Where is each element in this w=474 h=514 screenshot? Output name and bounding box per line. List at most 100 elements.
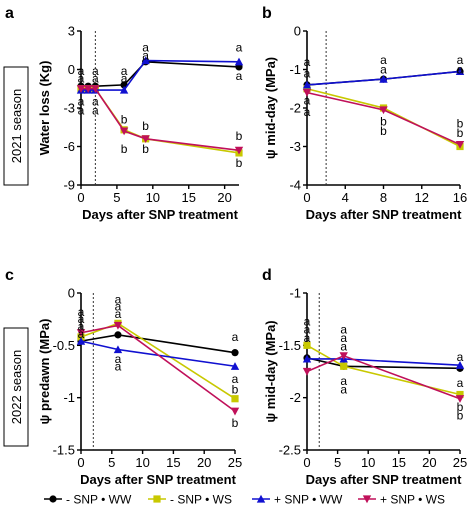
y-tick-label: -4 xyxy=(289,178,301,193)
legend-item: + SNP • WS xyxy=(358,493,445,507)
data-point xyxy=(76,329,86,337)
panel-letter-d: d xyxy=(262,267,272,284)
legend-item: - SNP • WS xyxy=(148,493,232,507)
data-point xyxy=(119,127,129,136)
significance-letter: a xyxy=(380,63,387,77)
significance-letter: a xyxy=(115,300,122,314)
x-tick-label: 20 xyxy=(422,455,436,470)
significance-letter: a xyxy=(92,64,99,78)
significance-letter: a xyxy=(115,359,122,373)
significance-letter: b xyxy=(236,156,243,170)
x-tick-label: 25 xyxy=(228,455,242,470)
y-tick-label: -2.5 xyxy=(279,443,301,458)
y-tick-label: 0 xyxy=(68,62,75,77)
x-axis-label: Days after SNP treatment xyxy=(306,207,462,222)
data-point xyxy=(303,341,311,349)
y-tick-label: 0 xyxy=(68,286,75,301)
y-axis-label: ψ mid-day (MPa) xyxy=(263,320,278,422)
season-label-2022: 2022 season xyxy=(3,327,29,447)
legend-item: + SNP • WW xyxy=(252,493,343,507)
data-point xyxy=(234,57,244,66)
y-tick-label: -1.5 xyxy=(279,338,301,353)
significance-letter: a xyxy=(340,331,347,345)
x-tick-label: 25 xyxy=(453,455,467,470)
data-point xyxy=(234,146,244,155)
data-point xyxy=(230,407,240,416)
significance-letter: a xyxy=(78,104,85,118)
data-point xyxy=(230,362,240,370)
significance-letter: a xyxy=(78,319,85,333)
panel-b: b -4 -3 -2 -1 0 0 4 8 12 16 Days after SNP treatmen… xyxy=(262,5,467,222)
x-tick-label: 16 xyxy=(453,190,467,205)
panel-letter-c: c xyxy=(5,267,14,284)
data-point xyxy=(113,345,123,354)
significance-letter: a xyxy=(78,64,85,78)
significance-letter: a xyxy=(457,376,464,390)
significance-letter: a xyxy=(92,95,99,109)
data-point xyxy=(455,140,465,149)
data-point xyxy=(231,349,239,357)
significance-letter: a xyxy=(457,63,464,77)
data-point xyxy=(302,80,312,89)
significance-letter: a xyxy=(304,331,311,345)
y-tick-label: -3 xyxy=(63,101,75,116)
data-point xyxy=(379,74,388,83)
y-tick-label: -0.5 xyxy=(53,338,75,353)
significance-letter: a xyxy=(304,55,311,69)
series xyxy=(76,321,240,416)
legend-label: - SNP • WW xyxy=(66,493,132,507)
significance-letter: b xyxy=(457,400,464,414)
significance-letter: b xyxy=(236,129,243,143)
x-tick-label: 10 xyxy=(361,455,375,470)
x-axis-label: Days after SNP treatment xyxy=(306,472,462,487)
data-point xyxy=(302,89,312,97)
x-axis-label: Days after SNP treatment xyxy=(82,207,238,222)
significance-letter: a xyxy=(340,374,347,388)
x-tick-label: 15 xyxy=(181,190,195,205)
season-label-2021-text: 2021 season xyxy=(9,89,24,163)
x-tick-label: 0 xyxy=(77,190,84,205)
significance-letter: a xyxy=(340,339,347,353)
significance-letter: a xyxy=(340,323,347,337)
y-tick-label: -3 xyxy=(289,139,301,154)
data-point xyxy=(231,395,239,403)
legend-marker xyxy=(49,495,57,503)
significance-letter: a xyxy=(232,330,239,344)
series xyxy=(302,89,465,149)
significance-letter: a xyxy=(92,104,99,118)
significance-letter: b xyxy=(121,142,128,156)
season-label-2021: 2021 season xyxy=(3,66,29,186)
significance-letter: a xyxy=(121,64,128,78)
data-point xyxy=(113,321,123,330)
data-point xyxy=(119,85,129,94)
y-tick-label: -1 xyxy=(63,390,75,405)
series xyxy=(302,67,465,89)
significance-letter: a xyxy=(115,292,122,306)
significance-letter: a xyxy=(304,66,311,80)
x-tick-label: 5 xyxy=(113,190,120,205)
y-tick-label: -1 xyxy=(289,286,301,301)
x-tick-label: 20 xyxy=(217,190,231,205)
significance-letter: a xyxy=(236,69,243,83)
significance-letter: a xyxy=(380,53,387,67)
y-tick-label: -1 xyxy=(289,62,301,77)
significance-letter: a xyxy=(115,307,122,321)
significance-letter: a xyxy=(304,314,311,328)
significance-letter: a xyxy=(121,71,128,85)
data-point xyxy=(303,85,311,93)
y-axis-label: Water loss (Kg) xyxy=(37,61,52,156)
significance-letter: a xyxy=(232,372,239,386)
x-tick-label: 20 xyxy=(197,455,211,470)
significance-letter: b xyxy=(380,114,387,128)
legend-marker xyxy=(256,494,266,503)
data-point xyxy=(455,67,465,76)
significance-letter: b xyxy=(457,408,464,422)
x-tick-label: 4 xyxy=(342,190,349,205)
significance-letter: b xyxy=(121,113,128,127)
x-tick-label: 0 xyxy=(303,455,310,470)
data-point xyxy=(302,354,312,363)
x-tick-label: 0 xyxy=(77,455,84,470)
significance-letter: a xyxy=(78,71,85,85)
y-axis-label: ψ predawn (MPa) xyxy=(37,319,52,425)
